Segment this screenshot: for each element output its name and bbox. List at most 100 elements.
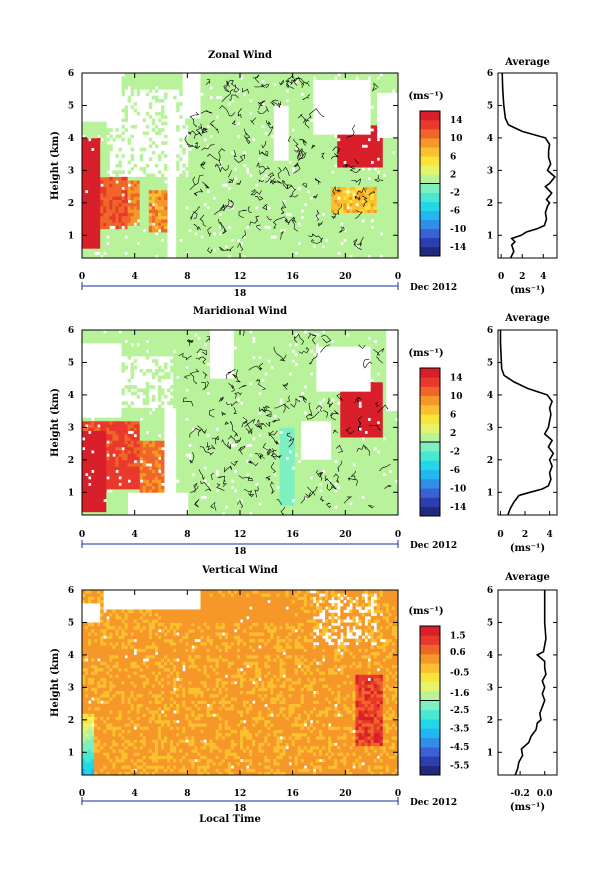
average-panel: Average 1 2 3 4 5 6 0 2 4 (ms⁻¹) xyxy=(487,57,558,296)
colorbar-swatch xyxy=(420,405,440,415)
colorbar-swatch xyxy=(420,672,440,683)
avg-x-tick-label: 0 xyxy=(497,530,503,540)
avg-x-axis-label: (ms⁻¹) xyxy=(510,543,545,554)
avg-x-tick-label: 0 xyxy=(498,272,504,282)
colorbar-tick-label: -10 xyxy=(450,484,466,494)
y-tick-label: 4 xyxy=(68,134,74,144)
y-tick-label: 1 xyxy=(68,748,74,758)
colorbar-swatch xyxy=(420,183,440,193)
y-tick-label: 5 xyxy=(68,618,74,628)
colorbar-tick-label: -4.5 xyxy=(450,743,469,753)
avg-y-tick-label: 6 xyxy=(487,69,493,79)
day-label: 18 xyxy=(234,804,247,814)
average-frame xyxy=(497,72,558,259)
colorbar-swatch xyxy=(420,219,440,230)
avg-x-tick-label: 2 xyxy=(519,272,525,282)
colorbar-swatch xyxy=(420,386,440,397)
avg-x-tick-label: 2 xyxy=(522,530,528,540)
avg-y-tick-label: 6 xyxy=(487,326,493,336)
y-tick-label: 1 xyxy=(68,488,74,498)
colorbar-swatch xyxy=(420,432,440,443)
colorbar-swatch xyxy=(420,201,440,211)
average-profile-line xyxy=(499,330,555,516)
avg-x-tick-label: -0.2 xyxy=(510,789,529,799)
colorbar-tick-label: 10 xyxy=(450,392,463,402)
x-tick-label: 8 xyxy=(184,789,190,799)
colorbar-tick-label: -2.5 xyxy=(450,706,469,716)
colorbar-swatch xyxy=(420,174,440,184)
y-tick-label: 2 xyxy=(68,199,74,209)
colorbar-swatch xyxy=(420,460,440,471)
avg-y-tick-label: 1 xyxy=(487,231,493,241)
colorbar-tick-label: 10 xyxy=(450,134,463,144)
colorbar-unit: (ms⁻¹) xyxy=(408,348,443,359)
y-tick-label: 6 xyxy=(68,69,74,79)
colorbar-tick-label: 6 xyxy=(450,152,456,162)
colorbar: (ms⁻¹) 14 10 6 2 -2 -6 -10 -14 xyxy=(408,91,466,257)
avg-y-tick-label: 3 xyxy=(487,683,493,693)
colorbar-tick-label: -2 xyxy=(450,189,460,199)
avg-y-tick-label: 4 xyxy=(487,134,493,144)
colorbar-swatch xyxy=(420,377,440,387)
avg-y-tick-label: 4 xyxy=(487,391,493,401)
colorbar-tick-label: 14 xyxy=(450,116,463,126)
colorbar: (ms⁻¹) 1.5 0.6 -0.5 -1.6 -2.5 -3.5 -4.5 -5.5 xyxy=(408,606,469,776)
x-tick-label: 0 xyxy=(79,272,85,282)
avg-y-tick-label: 2 xyxy=(487,199,493,209)
avg-y-tick-label: 3 xyxy=(487,166,493,176)
colorbar-swatch xyxy=(420,488,440,498)
colorbar-swatch xyxy=(420,469,440,480)
avg-x-tick-label: 4 xyxy=(546,530,552,540)
avg-y-tick-label: 5 xyxy=(487,101,493,111)
x-tick-label: 20 xyxy=(339,272,352,282)
avg-y-tick-label: 6 xyxy=(487,586,493,596)
colorbar-swatch xyxy=(420,719,440,729)
colorbar-tick-label: 2 xyxy=(450,170,456,180)
colorbar-swatch xyxy=(420,737,440,748)
colorbar-tick-label: -3.5 xyxy=(450,724,469,734)
colorbar-swatch xyxy=(420,747,440,757)
colorbar-swatch xyxy=(420,709,440,720)
x-tick-label: 8 xyxy=(184,530,190,540)
colorbar-tick-label: -14 xyxy=(450,503,466,513)
y-tick-label: 4 xyxy=(68,651,74,661)
y-axis-label: Height (km) xyxy=(50,131,61,200)
panel-title: Vertical Wind xyxy=(201,565,278,576)
panel-title: Zonal Wind xyxy=(208,50,272,61)
colorbar-swatch xyxy=(420,237,440,248)
avg-y-tick-label: 1 xyxy=(487,488,493,498)
date-label: Dec 2012 xyxy=(410,541,457,551)
x-tick-label: 12 xyxy=(234,789,247,799)
y-tick-label: 3 xyxy=(68,166,74,176)
colorbar-swatch xyxy=(420,626,440,636)
avg-y-tick-label: 5 xyxy=(487,618,493,628)
average-frame xyxy=(497,589,558,776)
x-tick-label: 16 xyxy=(286,789,299,799)
avg-y-tick-label: 5 xyxy=(487,358,493,368)
heatmap-cells xyxy=(82,590,399,776)
avg-y-tick-label: 1 xyxy=(487,748,493,758)
colorbar-swatch xyxy=(420,138,440,148)
colorbar-tick-label: 6 xyxy=(450,410,456,420)
average-title: Average xyxy=(504,313,550,324)
avg-x-tick-label: 4 xyxy=(540,272,546,282)
x-axis-label: Local Time xyxy=(199,814,261,825)
y-axis-label: Height (km) xyxy=(50,648,61,717)
colorbar-unit: (ms⁻¹) xyxy=(408,606,443,617)
average-panel: Average 1 2 3 4 5 6 -0.2 0.0 (ms⁻¹) xyxy=(487,572,558,813)
average-title: Average xyxy=(504,57,550,68)
colorbar-swatch xyxy=(420,120,440,130)
colorbar-swatch xyxy=(420,165,440,175)
colorbar-swatch xyxy=(420,129,440,139)
x-tick-label: 0 xyxy=(395,789,401,799)
average-title: Average xyxy=(504,572,550,583)
colorbar-swatch xyxy=(420,756,440,766)
panel-title: Maridional Wind xyxy=(193,306,287,317)
colorbar-swatch xyxy=(420,681,440,692)
y-tick-label: 2 xyxy=(68,716,74,726)
colorbar-swatch xyxy=(420,479,440,489)
colorbar-unit: (ms⁻¹) xyxy=(408,91,443,102)
